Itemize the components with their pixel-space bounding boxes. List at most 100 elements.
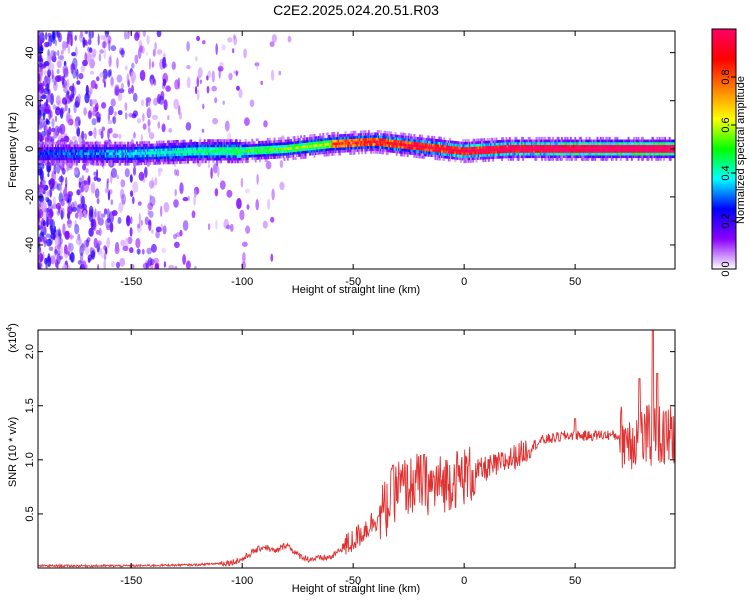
ridge-mark	[67, 160, 70, 163]
ridge-mark	[59, 162, 62, 166]
ridge-mark	[284, 147, 287, 151]
ridge-mark	[165, 148, 168, 152]
ridge-mark	[87, 141, 89, 145]
ridge-mark	[77, 157, 80, 161]
ridge-mark	[382, 141, 385, 144]
ridge-mark	[538, 144, 541, 148]
ridge-mark	[79, 149, 82, 153]
ridge-mark	[50, 155, 53, 158]
ridge-mark	[490, 143, 492, 146]
ridge-mark	[456, 149, 459, 152]
ridge-mark	[636, 144, 639, 148]
ridge-mark	[133, 160, 136, 163]
ridge-mark	[269, 151, 271, 154]
ridge-mark	[64, 157, 67, 161]
ridge-mark	[473, 157, 476, 160]
ridge-mark	[524, 142, 527, 145]
ridge-mark	[228, 157, 230, 161]
ridge-mark	[403, 151, 406, 154]
ridge-mark	[70, 155, 73, 158]
ridge-mark	[337, 134, 340, 137]
snr-y-ticks: 0.51.01.52.0	[24, 344, 675, 522]
ridge-mark	[512, 152, 515, 156]
ridge-mark	[169, 145, 172, 149]
ridge-mark	[410, 144, 412, 147]
ridge-mark	[545, 155, 548, 159]
ridge-mark	[289, 141, 291, 145]
ridge-mark	[633, 142, 635, 145]
ridge-mark	[371, 137, 374, 141]
ridge-mark	[657, 144, 660, 148]
ridge-mark	[335, 147, 338, 151]
ridge-mark	[502, 155, 505, 159]
ridge-mark	[431, 143, 434, 147]
ridge-mark	[598, 152, 601, 156]
ridge-mark	[595, 150, 598, 153]
ridge-mark	[386, 131, 389, 134]
ridge-mark	[624, 147, 627, 151]
ridge-mark	[304, 142, 307, 146]
ridge-mark	[285, 150, 288, 153]
ridge-mark	[288, 155, 290, 158]
ridge-mark	[523, 147, 526, 151]
ridge-mark	[160, 145, 163, 149]
ridge-mark	[518, 139, 521, 143]
ridge-mark	[657, 155, 660, 159]
ridge-mark	[313, 139, 316, 142]
ridge-mark	[334, 134, 337, 138]
ridge-mark	[653, 144, 655, 148]
ridge-mark	[46, 147, 48, 150]
ridge-mark	[60, 162, 63, 166]
ridge-mark	[123, 152, 126, 155]
ridge-mark	[356, 146, 359, 150]
ridge-mark	[521, 144, 523, 148]
ridge-mark	[168, 145, 171, 149]
ridge-mark	[496, 140, 499, 143]
ridge-mark	[516, 150, 519, 153]
ridge-mark	[426, 143, 429, 146]
ridge-mark	[159, 159, 162, 162]
ridge-mark	[420, 145, 422, 148]
ridge-mark	[506, 147, 509, 151]
ridge-mark	[70, 147, 73, 150]
ridge-mark	[364, 143, 367, 147]
ridge-mark	[224, 147, 227, 150]
ridge-mark	[544, 136, 547, 140]
ridge-mark	[401, 140, 404, 144]
ridge-mark	[665, 142, 668, 145]
ridge-mark	[254, 154, 257, 158]
ridge-mark	[630, 139, 633, 143]
ridge-mark	[314, 141, 317, 145]
ridge-mark	[318, 136, 320, 139]
ridge-mark	[245, 152, 248, 155]
ridge-mark	[43, 149, 46, 153]
ridge-mark	[82, 144, 85, 148]
ridge-mark	[153, 146, 156, 149]
ridge-mark	[77, 149, 80, 153]
ridge-mark	[344, 134, 347, 137]
ridge-mark	[457, 154, 460, 158]
ridge-mark	[430, 154, 432, 157]
ridge-mark	[365, 146, 368, 149]
ridge-mark	[593, 147, 596, 151]
ridge-mark	[210, 157, 213, 161]
ridge-mark	[90, 141, 93, 145]
ridge-mark	[353, 141, 356, 145]
ridge-mark	[178, 150, 180, 154]
ridge-mark	[271, 150, 274, 154]
ridge-mark	[63, 141, 66, 145]
ridge-mark	[78, 144, 81, 148]
ridge-mark	[602, 152, 604, 156]
ridge-mark	[130, 160, 133, 163]
ridge-mark	[377, 140, 380, 144]
ridge-mark	[337, 142, 340, 145]
ridge-mark	[51, 149, 54, 153]
ridge-mark	[162, 148, 165, 152]
ridge-mark	[129, 149, 132, 153]
ridge-mark	[48, 147, 51, 150]
ridge-mark	[474, 141, 477, 145]
ridge-mark	[498, 140, 501, 143]
ridge-mark	[513, 150, 516, 153]
ridge-mark	[194, 155, 197, 158]
ridge-mark	[98, 141, 101, 145]
